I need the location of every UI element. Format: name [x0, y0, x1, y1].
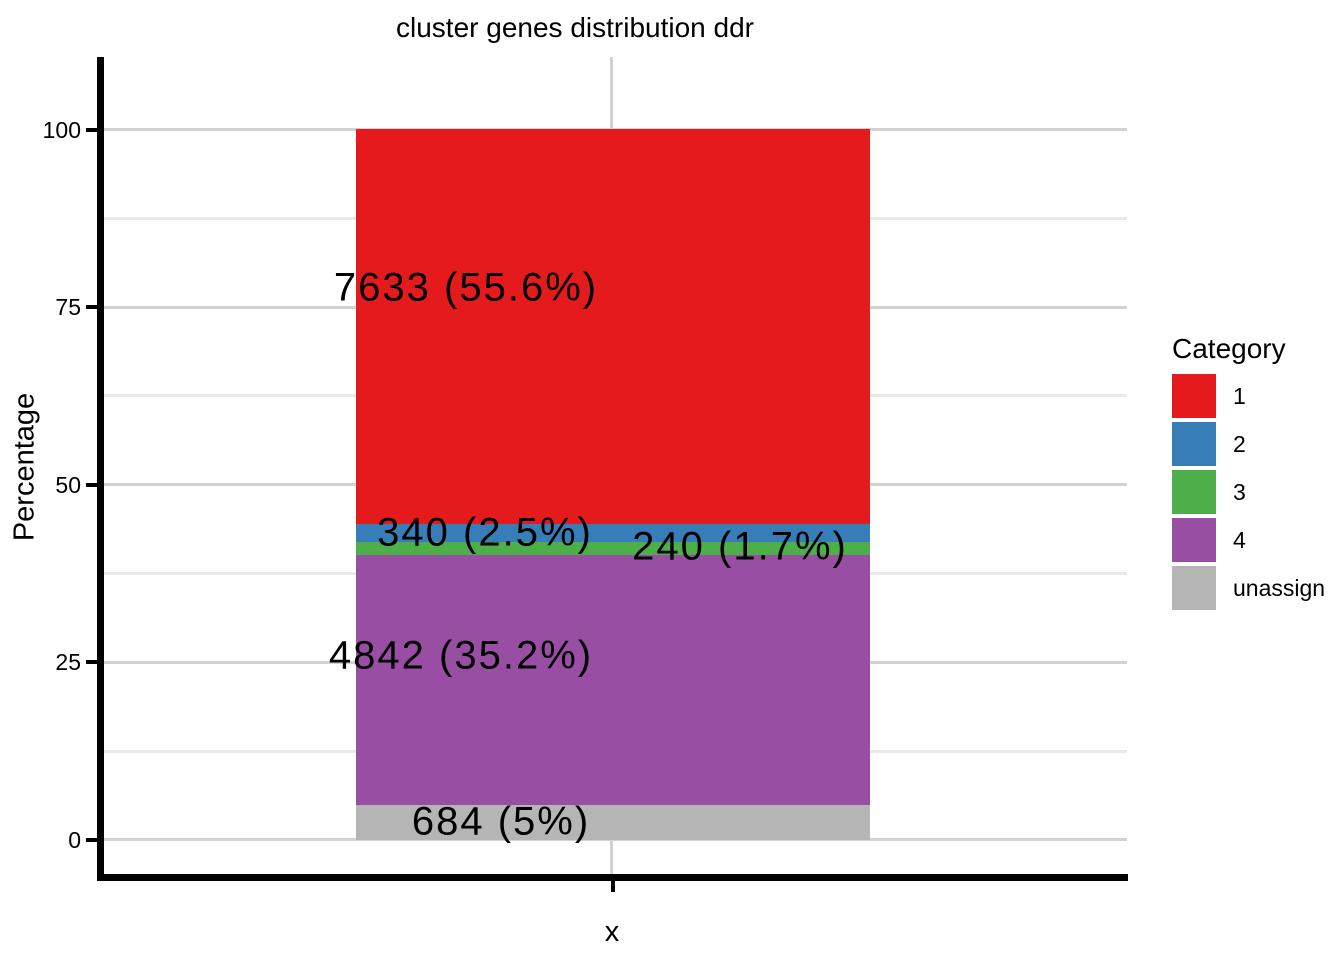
legend-title: Category: [1172, 333, 1286, 364]
legend-key-unassign: [1172, 566, 1216, 610]
legend-label-4: 4: [1233, 527, 1246, 553]
x-axis-title: x: [604, 916, 620, 948]
bar-label-unassign: 684 (5%): [411, 799, 591, 844]
legend-key-3: [1172, 470, 1216, 514]
x-axis-line: [97, 874, 1128, 881]
legend-label-unassign: unassign: [1233, 575, 1326, 601]
y-tick-75: [86, 305, 97, 309]
legend-key-4: [1172, 518, 1216, 562]
legend-label-3: 3: [1233, 479, 1246, 505]
y-tick-label-75: 75: [55, 294, 81, 320]
bar-segment-category-3: [356, 542, 870, 555]
y-tick-label-0: 0: [68, 827, 81, 853]
y-tick-100: [86, 128, 97, 132]
x-tick: [611, 881, 615, 892]
y-tick-25: [86, 660, 97, 664]
y-tick-label-25: 25: [55, 649, 81, 675]
y-axis-title: Percentage: [8, 392, 41, 542]
chart-title: cluster genes distribution ddr: [396, 12, 754, 43]
bar-segment-unassign: [356, 805, 870, 840]
y-tick-50: [86, 483, 97, 487]
legend-label-1: 1: [1233, 383, 1246, 409]
bar-segment-category-1: [356, 129, 870, 524]
bar-label-category-2: 340 (2.5%): [377, 510, 593, 555]
y-tick-0: [86, 838, 97, 842]
bar-label-category-4: 4842 (35.2%): [328, 633, 594, 678]
y-axis-line: [97, 57, 104, 881]
legend-key-2: [1172, 422, 1216, 466]
bar-segment-category-2: [356, 524, 870, 542]
bar-label-category-3: 240 (1.7%): [632, 524, 848, 569]
y-tick-label-50: 50: [55, 472, 81, 498]
legend-key-1: [1172, 374, 1216, 418]
bar-label-category-1: 7633 (55.6%): [333, 265, 599, 310]
bar-segment-category-4: [356, 555, 870, 805]
y-tick-label-100: 100: [42, 117, 81, 143]
legend-label-2: 2: [1233, 431, 1246, 457]
